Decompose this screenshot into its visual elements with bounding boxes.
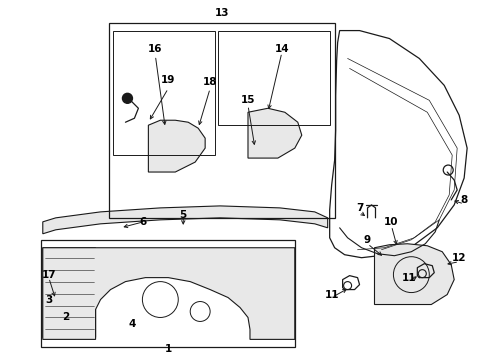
Text: 16: 16	[148, 44, 163, 54]
Text: 18: 18	[203, 77, 218, 87]
Polygon shape	[43, 206, 328, 234]
Text: 1: 1	[165, 345, 172, 354]
Text: 7: 7	[356, 203, 363, 213]
Polygon shape	[43, 248, 96, 337]
Polygon shape	[43, 248, 295, 339]
Text: 14: 14	[274, 44, 289, 54]
Bar	[218, 31, 330, 125]
Text: 6: 6	[140, 217, 147, 227]
Text: 15: 15	[241, 95, 255, 105]
Text: 13: 13	[215, 8, 229, 18]
Text: 19: 19	[161, 75, 175, 85]
Text: 10: 10	[384, 217, 399, 227]
Text: 17: 17	[42, 270, 56, 280]
Bar	[41, 240, 295, 347]
Polygon shape	[374, 244, 454, 305]
Text: 8: 8	[461, 195, 468, 205]
Bar	[108, 23, 335, 218]
Text: 9: 9	[364, 235, 371, 245]
Polygon shape	[248, 108, 302, 158]
Text: 11: 11	[402, 273, 416, 283]
Text: 2: 2	[62, 312, 69, 323]
Circle shape	[122, 93, 132, 103]
Text: 4: 4	[129, 319, 136, 329]
Polygon shape	[148, 120, 205, 172]
Text: 3: 3	[45, 294, 52, 305]
Bar	[113, 31, 215, 155]
Text: 5: 5	[180, 210, 187, 220]
Text: 12: 12	[452, 253, 466, 263]
Text: 11: 11	[324, 289, 339, 300]
